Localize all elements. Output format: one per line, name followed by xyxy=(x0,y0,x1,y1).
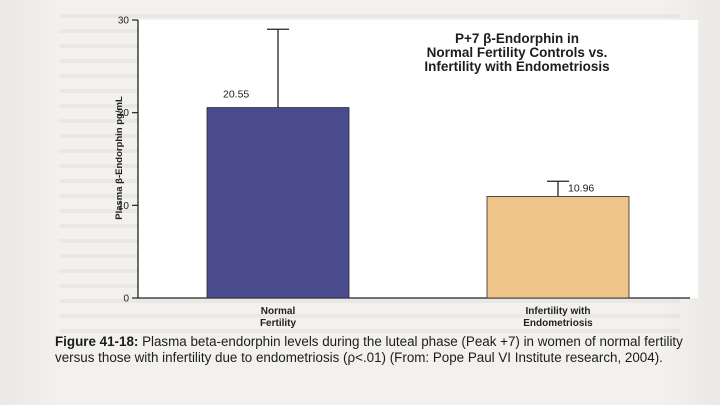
category-label-1-0: Infertility with xyxy=(526,306,591,317)
category-label-0-1: Fertility xyxy=(260,318,297,329)
data-label-1: 10.96 xyxy=(568,182,594,194)
bar-0 xyxy=(206,107,350,299)
y-axis-label: Plasma β-Endorphin pg/mL xyxy=(114,96,125,220)
figure-caption: Figure 41-18: Plasma beta-endorphin leve… xyxy=(55,334,695,365)
y-tick-label-3: 30 xyxy=(118,16,130,27)
bar-1 xyxy=(486,196,630,299)
chart-title-line-2: Normal Fertility Controls vs. xyxy=(427,45,608,60)
figure-label: Figure 41-18: xyxy=(55,334,139,349)
y-tick-label-1: 10 xyxy=(118,201,130,212)
category-label-1-1: Endometriosis xyxy=(523,318,593,329)
bars: 20.55 10.96 xyxy=(206,28,630,299)
caption-text: Plasma beta-endorphin levels during the … xyxy=(55,334,683,365)
data-label-0: 20.55 xyxy=(223,89,249,101)
chart-title-line-1: P+7 β-Endorphin in xyxy=(455,31,579,46)
category-label-0-0: Normal xyxy=(261,306,296,317)
y-tick-label-0: 0 xyxy=(123,294,129,305)
y-tick-label-2: 20 xyxy=(118,108,130,119)
chart-title-line-3: Infertility with Endometriosis xyxy=(424,59,609,74)
chart-title: P+7 β-Endorphin in Normal Fertility Cont… xyxy=(424,31,609,74)
